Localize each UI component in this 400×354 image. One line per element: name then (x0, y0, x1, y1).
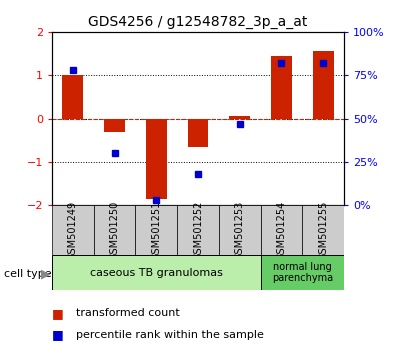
Text: GSM501249: GSM501249 (68, 200, 78, 260)
Bar (219, 205, 260, 255)
Text: percentile rank within the sample: percentile rank within the sample (76, 330, 264, 339)
Text: GSM501250: GSM501250 (110, 200, 120, 260)
Bar (271, 56, 292, 119)
Bar (104, 119, 125, 132)
Bar (52, 205, 94, 255)
Title: GDS4256 / g12548782_3p_a_at: GDS4256 / g12548782_3p_a_at (88, 16, 308, 29)
Bar (146, 119, 167, 199)
Bar (177, 205, 219, 255)
Text: caseous TB granulomas: caseous TB granulomas (90, 268, 223, 278)
Text: normal lung
parenchyma: normal lung parenchyma (272, 262, 333, 284)
Bar (94, 205, 136, 255)
Text: ■: ■ (52, 328, 64, 341)
Bar (260, 255, 344, 290)
Text: GSM501255: GSM501255 (318, 200, 328, 260)
Bar (229, 116, 250, 119)
Text: ■: ■ (52, 307, 64, 320)
Bar (62, 75, 83, 119)
Text: cell type: cell type (4, 269, 52, 279)
Text: transformed count: transformed count (76, 308, 180, 318)
Text: ▶: ▶ (41, 268, 51, 281)
Bar (260, 205, 302, 255)
Text: GSM501254: GSM501254 (276, 200, 286, 260)
Text: GSM501252: GSM501252 (193, 200, 203, 260)
Text: GSM501251: GSM501251 (151, 200, 161, 260)
Bar (136, 205, 177, 255)
Bar (313, 51, 334, 119)
Bar (302, 205, 344, 255)
Text: GSM501253: GSM501253 (235, 200, 245, 260)
Bar (188, 119, 208, 147)
Bar (52, 255, 260, 290)
